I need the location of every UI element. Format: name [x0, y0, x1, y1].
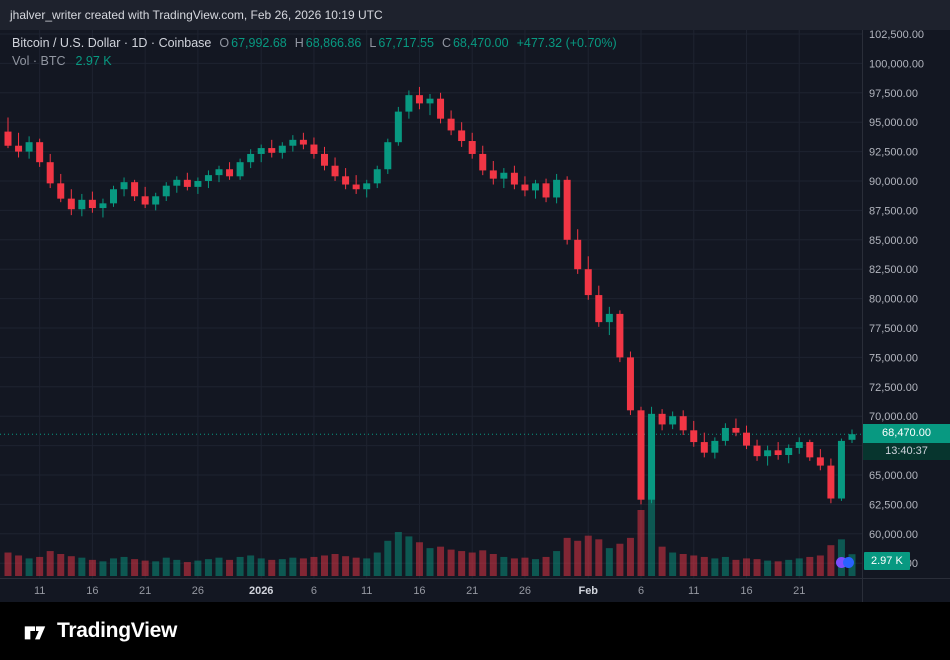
- svg-text:6: 6: [311, 585, 317, 597]
- svg-text:75,000.00: 75,000.00: [869, 352, 918, 364]
- current-price-value: 68,470.00: [863, 424, 950, 443]
- bar-close-countdown: 13:40:37: [863, 443, 950, 460]
- svg-text:62,500.00: 62,500.00: [869, 499, 918, 511]
- svg-text:77,500.00: 77,500.00: [869, 323, 918, 335]
- svg-text:100,000.00: 100,000.00: [869, 58, 924, 70]
- close-label: C: [441, 36, 451, 50]
- change-value: +477.32 (+0.70%): [516, 36, 617, 50]
- reaction-icons: [836, 557, 854, 568]
- svg-text:21: 21: [139, 585, 151, 597]
- volume-axis-badge: 2.97 K: [864, 552, 910, 570]
- svg-text:2026: 2026: [249, 585, 273, 597]
- open-number: 67,992.68: [231, 36, 287, 50]
- tradingview-wordmark[interactable]: TradingView: [57, 619, 178, 642]
- chart-canvas[interactable]: 57,500.0060,000.0062,500.0065,000.0067,5…: [0, 0, 950, 602]
- reaction-bubble-icon: [843, 557, 854, 568]
- svg-text:11: 11: [34, 585, 45, 597]
- low-number: 67,717.55: [378, 36, 434, 50]
- low-label: L: [369, 36, 377, 50]
- svg-text:97,500.00: 97,500.00: [869, 88, 918, 100]
- svg-text:16: 16: [86, 585, 98, 597]
- symbol-legend[interactable]: Bitcoin / U.S. Dollar · 1D · Coinbase O …: [12, 36, 617, 50]
- svg-text:90,000.00: 90,000.00: [869, 176, 918, 188]
- svg-text:21: 21: [466, 585, 478, 597]
- svg-text:26: 26: [192, 585, 204, 597]
- svg-text:85,000.00: 85,000.00: [869, 235, 918, 247]
- svg-text:82,500.00: 82,500.00: [869, 264, 918, 276]
- open-label: O: [219, 36, 230, 50]
- volume-legend[interactable]: Vol · BTC 2.97 K: [12, 54, 112, 68]
- volume-label: Vol · BTC: [12, 54, 66, 68]
- header-attribution: jhalver_writer created with TradingView.…: [10, 8, 383, 22]
- svg-text:26: 26: [519, 585, 531, 597]
- svg-text:95,000.00: 95,000.00: [869, 117, 918, 129]
- high-number: 68,866.86: [305, 36, 362, 50]
- svg-text:70,000.00: 70,000.00: [869, 411, 918, 423]
- close-number: 68,470.00: [452, 36, 509, 50]
- reaction-bubble-icon: [836, 557, 847, 568]
- footer-bar: TradingView: [0, 602, 950, 660]
- symbol-title[interactable]: Bitcoin / U.S. Dollar · 1D · Coinbase: [12, 36, 212, 50]
- svg-text:65,000.00: 65,000.00: [869, 470, 918, 482]
- low-value: L 67,717.55: [369, 36, 434, 50]
- svg-text:11: 11: [688, 585, 699, 597]
- svg-text:92,500.00: 92,500.00: [869, 147, 918, 159]
- svg-text:102,500.00: 102,500.00: [869, 29, 924, 41]
- header-bar: jhalver_writer created with TradingView.…: [0, 0, 950, 30]
- tradingview-logo-icon[interactable]: [22, 618, 48, 644]
- current-price-badge: 68,470.00 13:40:37: [863, 424, 950, 460]
- svg-text:16: 16: [740, 585, 752, 597]
- close-value: C 68,470.00: [442, 36, 509, 50]
- svg-text:21: 21: [793, 585, 805, 597]
- high-label: H: [294, 36, 304, 50]
- svg-text:11: 11: [361, 585, 372, 597]
- svg-text:80,000.00: 80,000.00: [869, 294, 918, 306]
- svg-text:87,500.00: 87,500.00: [869, 205, 918, 217]
- svg-text:72,500.00: 72,500.00: [869, 382, 918, 394]
- open-value: O 67,992.68: [219, 36, 286, 50]
- svg-text:6: 6: [638, 585, 644, 597]
- high-value: H 68,866.86: [295, 36, 362, 50]
- svg-text:60,000.00: 60,000.00: [869, 529, 918, 541]
- svg-text:Feb: Feb: [578, 585, 598, 597]
- volume-value: 2.97 K: [75, 54, 112, 68]
- svg-text:16: 16: [413, 585, 425, 597]
